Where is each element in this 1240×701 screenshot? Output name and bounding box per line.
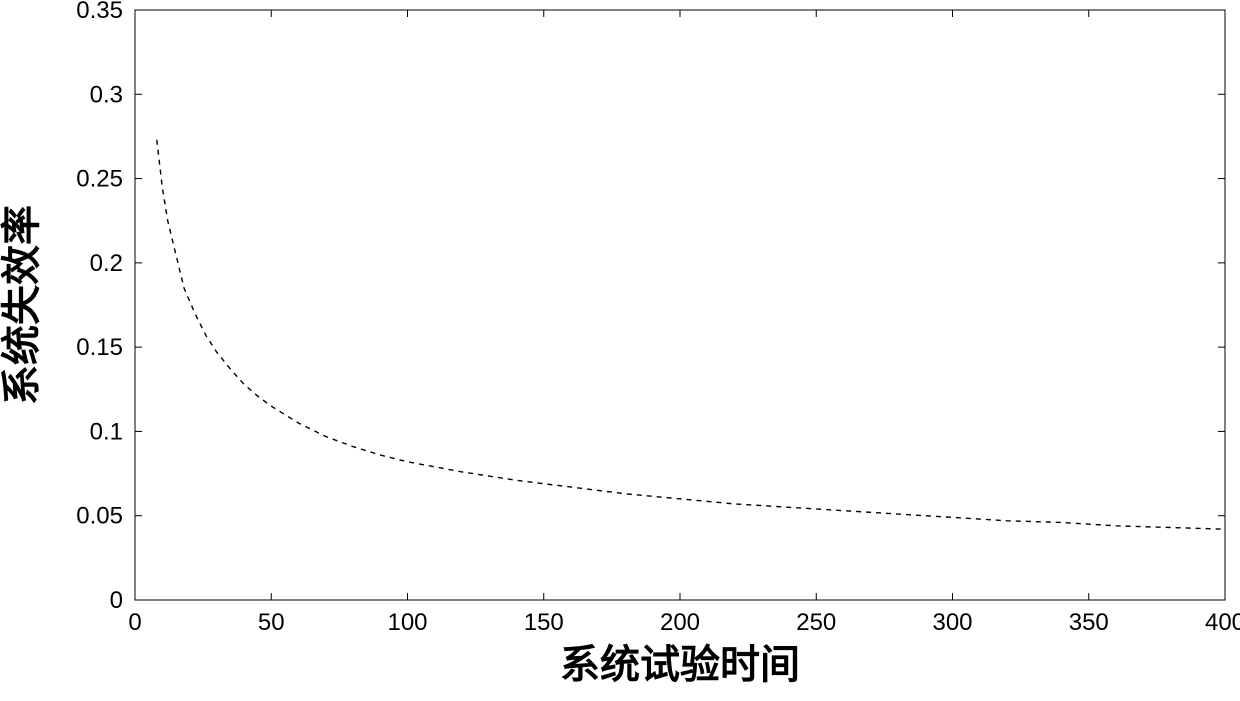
data-line [157,140,1225,529]
x-tick-label: 100 [387,609,427,636]
failure-rate-chart: 0 50 100 150 200 250 300 350 400 0 0.05 0.1 0.15 0.2 0… [0,0,1240,701]
y-tick-label: 0.15 [76,334,123,361]
plot-box [135,10,1225,600]
x-tick-label: 400 [1205,609,1240,636]
x-tick-label: 350 [1069,609,1109,636]
y-tick-label: 0 [110,587,123,614]
y-tick-label: 0.35 [76,0,123,24]
x-tick-label: 0 [128,609,141,636]
y-tick-label: 0.05 [76,503,123,530]
x-axis-label: 系统试验时间 [560,643,800,687]
y-tick-label: 0.3 [90,81,123,108]
x-tick-label: 250 [796,609,836,636]
x-tick-label: 50 [258,609,285,636]
x-tick-label: 200 [660,609,700,636]
x-tick-label: 150 [524,609,564,636]
y-tick-label: 0.1 [90,418,123,445]
y-tick-label: 0.25 [76,166,123,193]
y-axis-label: 系统失效率 [0,205,44,405]
y-tick-label: 0.2 [90,250,123,277]
x-tick-label: 300 [932,609,972,636]
